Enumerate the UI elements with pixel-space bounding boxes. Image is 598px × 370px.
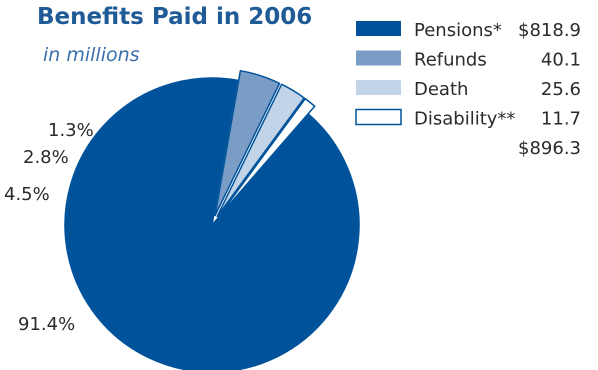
pie-slice-refunds — [214, 69, 281, 217]
slice-percent-label: 2.8% — [23, 147, 69, 168]
pie-slices — [64, 69, 360, 370]
legend-swatch — [356, 21, 401, 36]
legend-label: Disability** — [414, 109, 515, 130]
pie-slice-pensions — [64, 77, 360, 370]
legend-total: $896.3 — [518, 138, 581, 159]
chart-subtitle: in millions — [43, 44, 140, 66]
legend-amount: 25.6 — [541, 79, 581, 100]
legend-swatch — [356, 80, 401, 95]
legend-swatch — [355, 108, 402, 126]
legend-amount: $818.9 — [518, 20, 581, 41]
slice-labels: 91.4% 4.5% 2.8% 1.3% — [4, 120, 94, 335]
pie-slice-death — [216, 83, 305, 218]
slice-percent-label: 4.5% — [4, 184, 50, 205]
legend-swatch — [356, 50, 401, 66]
legend: Pensions* $818.9 Refunds 40.1 Death 25.6 Disab… — [355, 20, 581, 159]
legend-amount: 11.7 — [541, 109, 581, 130]
legend-amount: 40.1 — [541, 50, 581, 71]
chart-title: Benefits Paid in 2006 — [37, 4, 313, 30]
slice-percent-label: 91.4% — [18, 314, 75, 335]
legend-label: Pensions* — [414, 20, 502, 41]
slice-percent-label: 1.3% — [48, 120, 94, 141]
pie-slice-disability — [217, 97, 316, 218]
legend-label: Refunds — [414, 50, 487, 71]
legend-label: Death — [414, 79, 468, 100]
